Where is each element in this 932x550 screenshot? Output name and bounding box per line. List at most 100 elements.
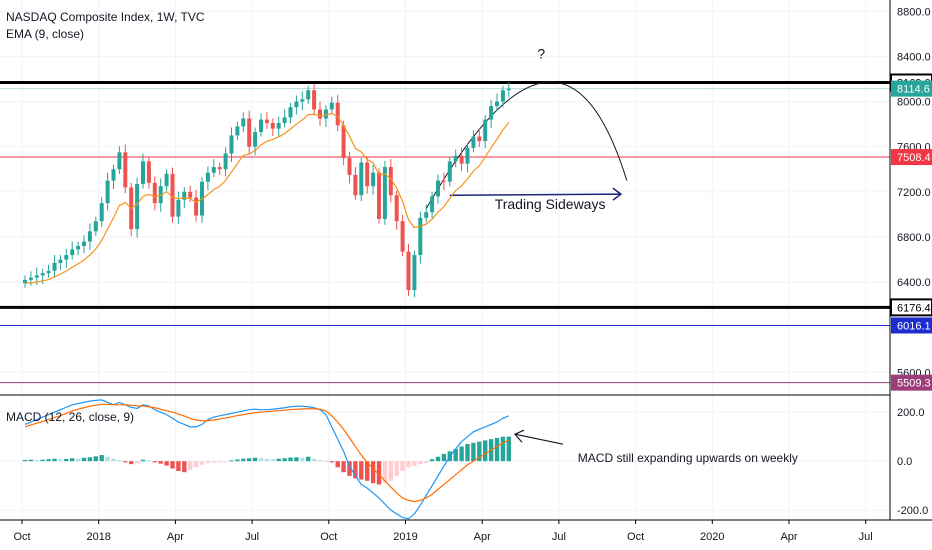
candle-body[interactable] <box>388 167 393 196</box>
macd-bar[interactable] <box>329 461 334 463</box>
macd-bar[interactable] <box>477 441 482 462</box>
candle-body[interactable] <box>371 172 376 187</box>
macd-bar[interactable] <box>264 458 270 462</box>
candle-body[interactable] <box>117 152 122 170</box>
candle-body[interactable] <box>506 88 511 91</box>
macd-bar[interactable] <box>459 446 464 462</box>
price-annotation[interactable]: ? <box>537 46 545 62</box>
candle-body[interactable] <box>406 251 411 291</box>
candle-body[interactable] <box>465 147 470 164</box>
candle-body[interactable] <box>141 161 145 184</box>
candle-body[interactable] <box>459 155 464 164</box>
macd-bar[interactable] <box>211 461 216 463</box>
macd-bar[interactable] <box>300 457 305 462</box>
candle-body[interactable] <box>235 126 240 136</box>
candle-body[interactable] <box>264 119 269 124</box>
candle-body[interactable] <box>347 158 352 175</box>
macd-pointer-arrow[interactable] <box>514 433 564 445</box>
macd-bar[interactable] <box>28 459 34 462</box>
macd-bar[interactable] <box>58 459 63 462</box>
macd-bar[interactable] <box>87 457 93 462</box>
projection-arc[interactable] <box>425 81 628 210</box>
macd-bar[interactable] <box>465 444 470 462</box>
candle-body[interactable] <box>495 101 499 107</box>
macd-bar[interactable] <box>435 456 441 462</box>
candle-body[interactable] <box>229 135 234 154</box>
macd-bar[interactable] <box>117 459 122 462</box>
candle-body[interactable] <box>135 183 140 230</box>
candle-body[interactable] <box>353 174 358 196</box>
candle-body[interactable] <box>58 259 63 263</box>
candle-body[interactable] <box>164 173 169 187</box>
candle-body[interactable] <box>365 162 370 187</box>
candle-body[interactable] <box>123 152 128 188</box>
candle-body[interactable] <box>70 249 75 256</box>
macd-bar[interactable] <box>75 458 81 462</box>
macd-bar[interactable] <box>317 459 323 462</box>
macd-bar[interactable] <box>146 460 152 462</box>
macd-bar[interactable] <box>241 458 246 462</box>
macd-bar[interactable] <box>359 461 364 480</box>
macd-bar[interactable] <box>235 459 240 462</box>
candle-body[interactable] <box>253 132 258 147</box>
candle-body[interactable] <box>471 136 476 148</box>
candle-body[interactable] <box>477 136 482 142</box>
candle-body[interactable] <box>430 196 435 213</box>
candle-body[interactable] <box>377 172 381 219</box>
macd-bar[interactable] <box>323 460 329 462</box>
candle-body[interactable] <box>418 217 423 256</box>
candle-body[interactable] <box>217 167 222 170</box>
macd-bar[interactable] <box>152 461 157 463</box>
macd-bar[interactable] <box>418 461 423 465</box>
macd-bar[interactable] <box>105 456 110 462</box>
macd-bar[interactable] <box>441 453 447 462</box>
macd-bar[interactable] <box>64 458 69 462</box>
candle-body[interactable] <box>40 273 45 276</box>
macd-bar[interactable] <box>506 436 511 462</box>
candle-body[interactable] <box>247 118 252 147</box>
candle-body[interactable] <box>52 262 57 271</box>
candle-body[interactable] <box>306 90 311 100</box>
macd-bar[interactable] <box>306 456 311 462</box>
macd-bar[interactable] <box>46 459 51 462</box>
candle-body[interactable] <box>170 173 175 217</box>
macd-bar[interactable] <box>93 456 98 462</box>
candle-body[interactable] <box>312 90 317 110</box>
candle-body[interactable] <box>76 246 81 250</box>
candle-body[interactable] <box>394 195 399 222</box>
macd-bar[interactable] <box>140 459 146 462</box>
macd-bar[interactable] <box>258 458 264 462</box>
candle-body[interactable] <box>34 275 39 278</box>
macd-bar[interactable] <box>376 461 382 485</box>
candle-body[interactable] <box>500 90 505 102</box>
candle-body[interactable] <box>211 167 216 173</box>
candle-body[interactable] <box>400 221 405 252</box>
candle-body[interactable] <box>241 118 246 127</box>
macd-bar[interactable] <box>494 437 500 462</box>
macd-bar[interactable] <box>406 461 411 468</box>
candle-body[interactable] <box>288 107 293 118</box>
candle-body[interactable] <box>412 255 417 291</box>
macd-bar[interactable] <box>34 459 39 462</box>
macd-bar[interactable] <box>134 461 140 464</box>
macd-bar[interactable] <box>158 461 163 464</box>
macd-bar[interactable] <box>223 461 228 463</box>
candle-body[interactable] <box>489 106 494 120</box>
macd-bar[interactable] <box>400 461 405 471</box>
candle-body[interactable] <box>152 182 157 204</box>
candle-body[interactable] <box>205 172 210 182</box>
candle-body[interactable] <box>329 102 334 110</box>
candle-body[interactable] <box>453 155 458 162</box>
macd-bar[interactable] <box>471 442 476 462</box>
candle-body[interactable] <box>105 180 110 204</box>
candle-body[interactable] <box>99 203 104 222</box>
macd-bar[interactable] <box>311 458 317 462</box>
sideways-arrow[interactable] <box>449 193 621 196</box>
macd-bar[interactable] <box>294 457 299 462</box>
candle-body[interactable] <box>341 125 346 158</box>
macd-bar[interactable] <box>394 461 399 476</box>
candle-body[interactable] <box>111 169 116 181</box>
macd-bar[interactable] <box>199 461 205 465</box>
candle-body[interactable] <box>436 180 440 197</box>
candle-body[interactable] <box>176 199 181 217</box>
